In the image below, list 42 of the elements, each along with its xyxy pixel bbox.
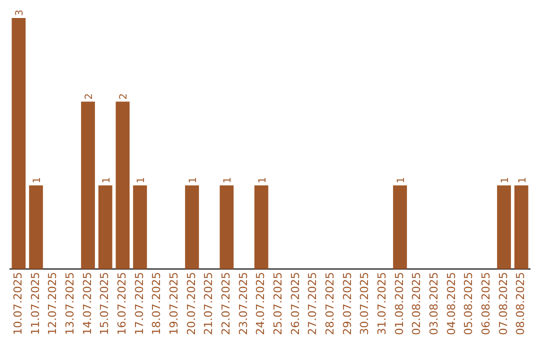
x-tick-label: 08.08.2025 — [514, 272, 528, 336]
data-label: 1 — [500, 176, 511, 184]
x-tick-label: 12.07.2025 — [46, 272, 60, 336]
x-tick-label: 27.07.2025 — [306, 272, 320, 336]
data-label: 1 — [257, 176, 268, 184]
x-tick-label: 06.08.2025 — [480, 272, 493, 336]
data-label: 1 — [396, 176, 407, 184]
x-tick-label: 05.08.2025 — [462, 272, 476, 336]
data-label: 3 — [14, 10, 26, 16]
x-tick-label: 15.07.2025 — [98, 272, 112, 336]
x-tick-label: 17.07.2025 — [132, 272, 146, 336]
x-tick-label: 30.07.2025 — [358, 272, 372, 336]
x-tick-label: 02.08.2025 — [410, 272, 424, 336]
x-tick-label: 20.07.2025 — [184, 272, 198, 336]
x-tick-label: 13.07.2025 — [64, 272, 77, 336]
x-tick-label: 19.07.2025 — [168, 272, 181, 336]
x-tick-label: 07.08.2025 — [496, 272, 510, 336]
x-tick-label: 14.07.2025 — [80, 272, 94, 336]
data-label: 1 — [32, 176, 43, 184]
data-label: 1 — [188, 176, 199, 184]
data-label: 1 — [101, 176, 112, 184]
x-tick-label: 31.07.2025 — [376, 272, 389, 336]
x-tick-label: 29.07.2025 — [340, 272, 354, 336]
x-tick-label: 04.08.2025 — [444, 272, 458, 336]
x-tick-label: 23.07.2025 — [236, 272, 250, 336]
x-tick-label: 21.07.2025 — [202, 272, 216, 336]
x-tick-label: 01.08.2025 — [392, 272, 406, 336]
x-tick-label: 24.07.2025 — [254, 272, 268, 336]
x-tick-label: 03.08.2025 — [428, 272, 441, 336]
data-label: 1 — [517, 176, 528, 184]
data-label: 1 — [136, 176, 147, 184]
x-tick-label: 26.07.2025 — [288, 272, 302, 336]
x-tick-label: 10.07.2025 — [12, 272, 25, 336]
data-label: 1 — [222, 176, 234, 184]
data-label: 2 — [118, 93, 130, 100]
x-tick-label: 11.07.2025 — [28, 272, 42, 336]
x-tick-label: 16.07.2025 — [116, 272, 129, 336]
data-label: 2 — [84, 93, 95, 100]
x-tick-label: 25.07.2025 — [272, 272, 285, 336]
x-tick-label: 22.07.2025 — [220, 272, 233, 336]
x-tick-label: 18.07.2025 — [150, 272, 164, 336]
x-tick-label: 28.07.2025 — [324, 272, 337, 336]
